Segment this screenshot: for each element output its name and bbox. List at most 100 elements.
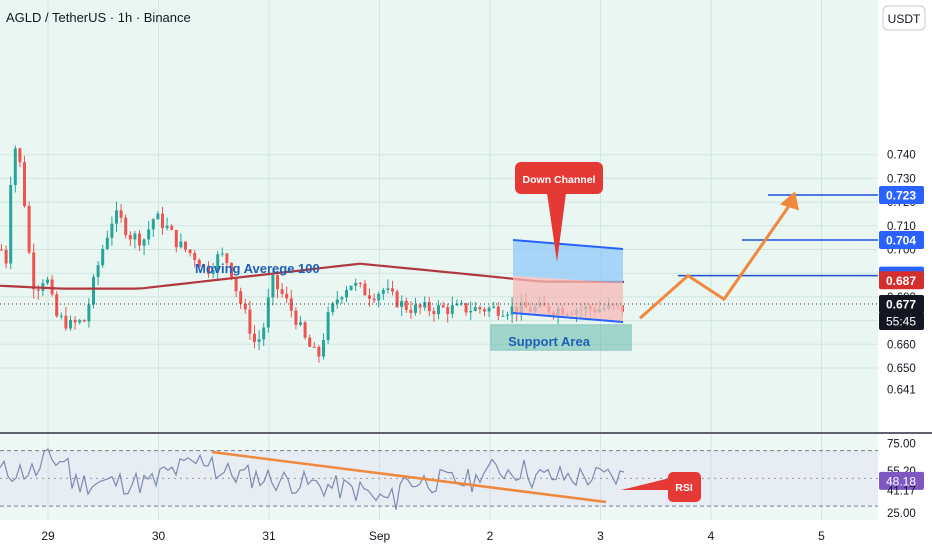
candle — [87, 298, 91, 328]
candle-body — [0, 249, 3, 251]
x-tick-label: 2 — [487, 529, 494, 543]
price-label-box — [879, 231, 924, 250]
price-pane-background — [0, 0, 878, 432]
candle — [460, 299, 463, 306]
candle — [174, 229, 178, 253]
candle-body — [368, 295, 371, 299]
candle-body — [124, 217, 128, 236]
candle — [59, 312, 63, 320]
candle-body — [340, 297, 344, 300]
candle — [110, 216, 114, 246]
candle-body — [345, 290, 348, 298]
candle-body — [317, 346, 321, 357]
x-tick-label: 31 — [262, 529, 276, 543]
candle — [303, 320, 307, 340]
candle — [73, 316, 77, 330]
axes: 293031Sep23450.7400.7300.7200.7100.7000.… — [41, 150, 924, 543]
candle-body — [280, 289, 284, 294]
candle-body — [464, 303, 468, 313]
candle — [280, 283, 284, 298]
candle-body — [469, 310, 473, 313]
candle-body — [423, 302, 427, 308]
candle-body — [404, 300, 408, 310]
x-tick-label: 5 — [818, 529, 825, 543]
candle-body — [377, 293, 381, 301]
candle — [289, 290, 293, 318]
candle — [156, 211, 160, 220]
candle-body — [119, 210, 123, 218]
candle-body — [386, 288, 390, 290]
candle — [335, 290, 339, 309]
support-area-box — [490, 324, 632, 351]
candle-body — [18, 148, 22, 163]
candle — [46, 276, 49, 285]
candle — [478, 305, 482, 314]
candle — [101, 244, 105, 268]
candle-body — [289, 298, 293, 311]
candle — [409, 301, 413, 319]
candle — [437, 300, 440, 320]
candle-body — [358, 282, 362, 284]
candle — [128, 231, 132, 246]
candle — [147, 221, 151, 245]
candle — [487, 305, 491, 318]
candle-body — [460, 303, 463, 305]
candle — [0, 244, 3, 251]
y-tick-label: 0.730 — [887, 173, 916, 185]
candle — [64, 307, 68, 331]
candle-body — [450, 305, 454, 314]
projection-arrow-head — [780, 191, 799, 211]
rsi-tick-label: 75.00 — [887, 439, 916, 451]
candle — [317, 345, 321, 363]
candle-body — [197, 259, 201, 267]
y-tick-label: 0.641 — [887, 384, 916, 396]
channel-upper-line — [512, 239, 624, 250]
candle-body — [138, 233, 141, 246]
candle — [427, 296, 431, 317]
candle-body — [483, 309, 486, 312]
candle-body — [216, 254, 220, 270]
candle-body — [441, 305, 445, 308]
rsi-value-box — [879, 471, 924, 490]
candle — [450, 296, 454, 319]
rsi-divergence-line — [211, 450, 607, 504]
candle-body — [506, 314, 509, 316]
candle — [220, 247, 224, 257]
candle — [312, 341, 316, 348]
candle-body — [276, 275, 279, 290]
candle-body — [207, 265, 210, 274]
candle-body — [147, 229, 151, 240]
candle — [340, 295, 344, 304]
candle-body — [179, 241, 183, 248]
currency-button[interactable]: USDT — [882, 5, 926, 31]
candle-body — [257, 339, 261, 342]
candle-body — [391, 288, 394, 292]
candle-body — [243, 303, 247, 310]
candle-body — [349, 285, 353, 291]
countdown-box — [879, 312, 924, 331]
candle — [142, 238, 146, 256]
candle-body — [230, 262, 233, 279]
candle — [243, 298, 247, 314]
candle — [165, 217, 169, 231]
rsi-value-label: 48.18 — [886, 474, 916, 488]
candle — [105, 230, 109, 251]
y-tick-label: 0.710 — [887, 221, 916, 233]
grid-lines — [0, 0, 878, 520]
candle-body — [395, 291, 399, 307]
candle-body — [174, 229, 178, 248]
rsi-line — [0, 448, 625, 510]
candle — [285, 286, 289, 304]
candle-body — [414, 304, 417, 313]
candle-body — [69, 319, 72, 329]
candle-body — [211, 269, 215, 274]
candle-body — [115, 210, 118, 224]
candle — [253, 325, 256, 349]
candle — [69, 315, 72, 331]
candle-body — [59, 315, 63, 317]
candle-body — [36, 289, 40, 291]
candle-body — [501, 315, 505, 317]
x-tick-label: Sep — [369, 529, 391, 543]
